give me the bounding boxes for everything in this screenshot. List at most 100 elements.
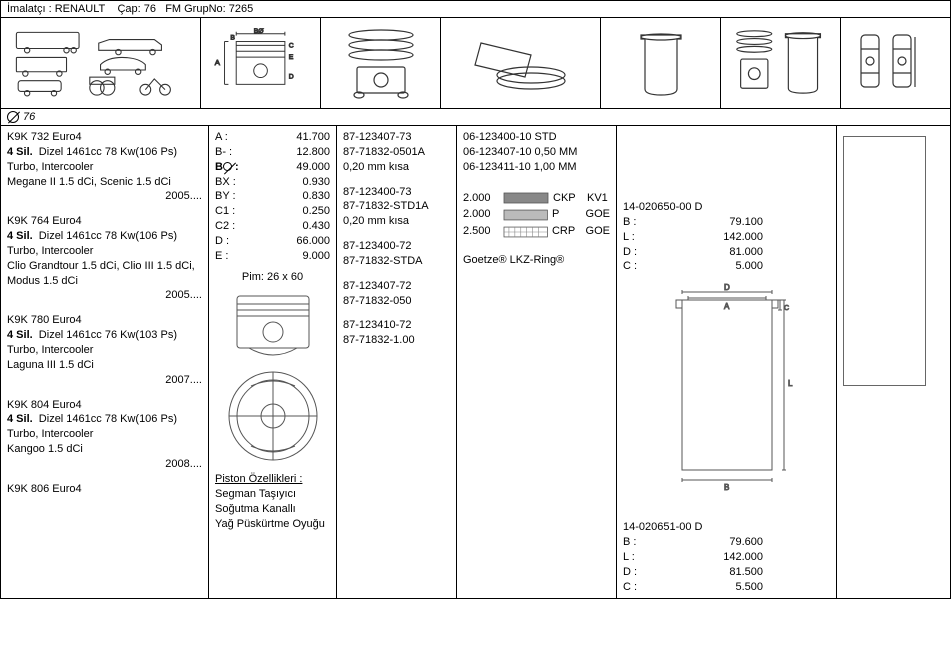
liner-icon [621,23,701,103]
ring-mfr: GOE [586,207,610,222]
ring-type: CKP [553,191,583,206]
liner-dim: D :81.500 [623,565,763,580]
measure-value: 0.250 [245,204,330,219]
piston-prop: Segman Taşıyıcı [215,487,330,502]
engine-title: K9K 732 Euro4 [7,130,202,145]
size-line: 06-123400-10 STD [463,130,610,145]
measure-value: 0.430 [245,219,330,234]
ringset-cell [441,18,601,108]
measure-value: 66.000 [245,234,330,249]
measure-row: B :49.000 [215,160,330,175]
measure-row: BX :0.930 [215,175,330,190]
measure-value: 41.700 [245,130,330,145]
engine-block: K9K 732 Euro44 Sil. Dizel 1461cc 78 Kw(1… [7,130,202,204]
ref-b: 87-71832-STDA [343,254,450,269]
ring-profile-icon [503,191,549,205]
ring-brand: Goetze® LKZ-Ring® [463,253,610,268]
liner-dim: C :5.000 [623,259,763,274]
measure-label: D : [215,234,245,249]
piston-props-title: Piston Özellikleri : [215,472,330,487]
liner-dim: L :142.000 [623,230,763,245]
liner-dim: D :81.000 [623,245,763,260]
measure-row: C1 :0.250 [215,204,330,219]
diameter-value: 76 [23,111,35,123]
ring-profile-icon [503,208,548,222]
liner-dim: B :79.600 [623,535,763,550]
measure-value: 0.930 [245,175,330,190]
cap-value: 76 [144,3,156,15]
vehicles-icon [11,27,190,99]
size-line: 06-123407-10 0,50 MM [463,145,610,160]
engine-year: 2008.... [7,457,202,472]
ref-c: 0,20 mm kısa [343,214,450,229]
ref-b: 87-71832-1.00 [343,333,450,348]
svg-text:C: C [289,42,294,49]
ref-b: 87-71832-0501A [343,145,450,160]
engine-block: K9K 806 Euro4 [7,482,202,497]
measure-label: BY : [215,189,245,204]
cap-label: Çap: [117,3,140,15]
svg-text:A: A [215,58,221,67]
ref-c: 0,20 mm kısa [343,160,450,175]
engine-block: K9K 780 Euro44 Sil. Dizel 1461cc 76 Kw(1… [7,313,202,387]
measure-value: 0.830 [245,189,330,204]
measure-row: C2 :0.430 [215,219,330,234]
liner-code: 14-020650-00 D [623,200,830,215]
ring-profile-icon [503,225,548,239]
engine-year: 2005.... [7,288,202,303]
ring-row: 2.000 CKP KV1 [463,191,610,206]
fm-value: 7265 [229,3,253,15]
size-line: 06-123411-10 1,00 MM [463,160,610,175]
empty-box [843,136,926,386]
svg-text:B: B [230,35,235,42]
liners-column: 14-020650-00 DB :79.100L :142.000D :81.0… [617,126,837,598]
engine-year: 2005.... [7,189,202,204]
liner-dim: B :79.100 [623,215,763,230]
svg-text:C: C [784,305,789,312]
svg-text:E: E [289,54,294,61]
ref-b: 87-71832-050 [343,294,450,309]
measure-label: B- : [215,145,245,160]
ring-mfr: KV1 [587,191,608,206]
engine-year: 2007.... [7,373,202,388]
mfr-value: RENAULT [55,3,106,15]
engine-models: Clio Grandtour 1.5 dCi, Clio III 1.5 dCi… [7,259,202,289]
engine-title: K9K 780 Euro4 [7,313,202,328]
liner-cell [601,18,721,108]
engine-turbo: Turbo, Intercooler [7,244,202,259]
catalog-header: İmalatçı : RENAULT Çap: 76 FM GrupNo: 72… [0,0,951,17]
ring-type: P [552,207,582,222]
ref-a: 87-123410-72 [343,318,450,333]
assembly-cell [721,18,841,108]
refs-column: 87-123407-7387-71832-0501A0,20 mm kısa87… [337,126,457,598]
svg-text:L: L [788,379,793,388]
measure-value: 49.000 [245,160,330,175]
illustration-row: A B BØ C E D [0,17,951,109]
engine-turbo: Turbo, Intercooler [7,343,202,358]
engine-block: K9K 804 Euro44 Sil. Dizel 1461cc 78 Kw(1… [7,398,202,472]
engine-block: K9K 764 Euro44 Sil. Dizel 1461cc 78 Kw(1… [7,214,202,303]
engine-turbo: Turbo, Intercooler [7,427,202,442]
ring-row: 2.000 P GOE [463,207,610,222]
measure-label: C2 : [215,219,245,234]
engine-turbo: Turbo, Intercooler [7,160,202,175]
engines-column: K9K 732 Euro4 4 Sil. Dizel 1461cc 78 Kw(1… [1,126,209,598]
engine-spec: 4 Sil. Dizel 1461cc 78 Kw(106 Ps) [7,412,202,427]
measure-row: B- :12.800 [215,145,330,160]
vehicles-cell [1,18,201,108]
svg-text:A: A [724,302,730,311]
measures-column: A :41.700B- :12.800B :49.000BX :0.930BY … [209,126,337,598]
measure-label: A : [215,130,245,145]
measure-row: BY :0.830 [215,189,330,204]
piston-dim-icon: A B BØ C E D [207,24,314,102]
rings-icon [331,23,431,103]
measure-label: BX : [215,175,245,190]
measure-value: 9.000 [245,249,330,264]
pins-icon [849,23,929,103]
svg-text:D: D [724,283,730,292]
measure-label: E : [215,249,245,264]
main-grid: K9K 732 Euro4 4 Sil. Dizel 1461cc 78 Kw(1… [0,126,951,599]
svg-text:BØ: BØ [254,28,265,35]
piston-prop: Yağ Püskürtme Oyuğu [215,517,330,532]
ring-mfr: GOE [586,224,610,239]
